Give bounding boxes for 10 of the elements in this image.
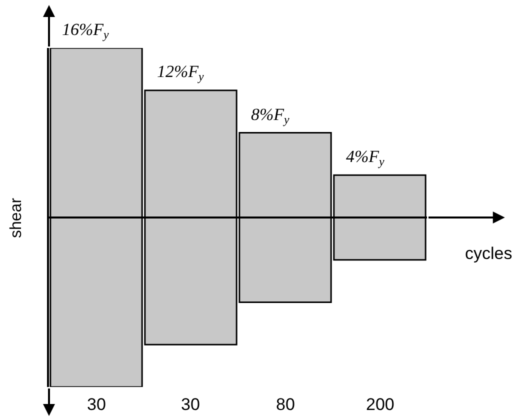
data-label: 8%F$_{y}$ [251, 105, 290, 127]
x-tick-label: 200 [366, 395, 394, 414]
x-tick-label: 80 [276, 395, 295, 414]
x-axis-title: cycles [465, 244, 512, 263]
data-label: 16%F$_{y}$ [62, 20, 110, 42]
x-tick-label: 30 [181, 395, 200, 414]
data-label: 4%F$_{y}$ [346, 147, 386, 169]
x-tick-label: 30 [87, 395, 106, 414]
data-label: 12%F$_{y}$ [157, 62, 205, 84]
y-axis-title: shear [8, 197, 25, 238]
